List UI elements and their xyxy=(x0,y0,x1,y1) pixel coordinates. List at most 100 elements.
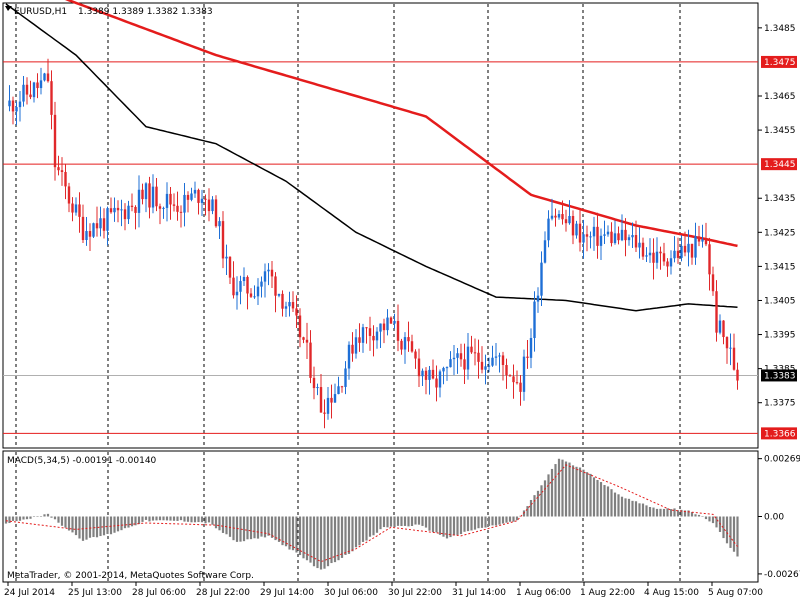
candle-body xyxy=(505,365,508,376)
symbol-label: EURUSD,H1 xyxy=(14,7,67,17)
macd-bar xyxy=(680,509,683,517)
candle-body xyxy=(25,84,29,95)
macd-bar xyxy=(165,516,169,521)
candle-body xyxy=(571,216,575,236)
macd-bar xyxy=(239,516,242,542)
candle-body xyxy=(484,366,487,370)
candle-body xyxy=(550,215,554,219)
macd-bar xyxy=(669,509,673,517)
macd-bar xyxy=(298,516,302,556)
macd-bar xyxy=(218,516,221,531)
macd-bar xyxy=(575,466,578,517)
y-tick-label: 1.3415 xyxy=(764,262,796,272)
candle-body xyxy=(407,337,410,342)
macd-bar xyxy=(288,516,291,550)
candle-body xyxy=(312,377,316,389)
macd-bar xyxy=(410,516,414,527)
candle-body xyxy=(435,378,438,388)
candle-body xyxy=(172,204,176,206)
macd-bar xyxy=(123,516,127,529)
candle-body xyxy=(151,186,155,208)
macd-bar xyxy=(687,510,690,517)
candle-body xyxy=(711,274,715,292)
macd-y-tick-label: 0.00269 xyxy=(764,455,800,465)
macd-bar xyxy=(701,516,704,517)
candle-body xyxy=(123,209,127,220)
candle-body xyxy=(92,223,95,237)
candle-body xyxy=(323,412,326,414)
candle-body xyxy=(211,199,214,212)
candle-body xyxy=(204,198,207,200)
candle-body xyxy=(176,205,179,212)
macd-bar xyxy=(613,492,617,517)
macd-bar xyxy=(312,516,316,567)
candle-body xyxy=(190,193,193,200)
macd-bar xyxy=(32,516,36,517)
macd-histogram xyxy=(4,458,739,570)
candle-body xyxy=(144,183,148,200)
macd-bar xyxy=(368,516,372,537)
y-tick-label: 1.3435 xyxy=(764,194,796,204)
macd-bar xyxy=(193,516,197,523)
candle-body xyxy=(414,351,417,359)
macd-bar xyxy=(498,516,501,525)
candle-body xyxy=(736,369,739,381)
candle-body xyxy=(295,308,298,316)
macd-bar xyxy=(417,516,421,525)
macd-bar xyxy=(578,467,582,517)
macd-bar xyxy=(60,516,64,526)
macd-bar xyxy=(662,508,666,517)
macd-y-tick-label: 0.00 xyxy=(764,513,784,523)
candle-body xyxy=(36,82,39,89)
candle-body xyxy=(508,375,512,377)
candle-body xyxy=(365,327,368,329)
macd-bar xyxy=(176,516,179,521)
macd-y-tick-label: -0.00267 xyxy=(764,570,800,580)
macd-bar xyxy=(71,516,74,533)
price-panel xyxy=(2,2,759,449)
candle-body xyxy=(64,171,67,187)
macd-bar xyxy=(249,516,253,540)
candle-body xyxy=(624,229,627,241)
candle-body xyxy=(218,221,221,227)
chart-menu-icon[interactable] xyxy=(5,6,12,11)
candle-body xyxy=(393,320,396,324)
y-tick-label: 1.3425 xyxy=(764,228,796,238)
macd-bar xyxy=(235,516,239,542)
macd-bar xyxy=(505,516,508,523)
macd-bar xyxy=(148,516,151,522)
candle-body xyxy=(519,382,522,392)
candle-body xyxy=(368,328,372,336)
macd-bar xyxy=(246,516,249,540)
candle-body xyxy=(697,236,701,242)
macd-bar xyxy=(536,490,540,517)
candle-body xyxy=(221,221,225,259)
x-tick-label: 28 Jul 06:00 xyxy=(132,588,186,598)
macd-bar xyxy=(323,516,326,569)
candle-body xyxy=(386,317,389,331)
candle-body xyxy=(442,367,445,372)
candle-body xyxy=(536,295,540,302)
candle-body xyxy=(638,242,641,248)
macd-bar xyxy=(470,516,473,531)
candle-body xyxy=(162,207,165,209)
macd-bar xyxy=(113,516,116,533)
level-tag-label: 1.3445 xyxy=(764,160,796,170)
macd-bar xyxy=(162,516,165,521)
candle-body xyxy=(326,397,330,414)
candle-body xyxy=(666,261,669,267)
macd-bar xyxy=(330,516,333,564)
candle-body xyxy=(564,219,568,224)
candle-body xyxy=(169,193,172,205)
candle-body xyxy=(316,387,319,389)
y-tick-label: 1.3375 xyxy=(764,399,796,409)
macd-bar xyxy=(379,516,382,530)
macd-bar xyxy=(309,516,312,563)
macd-bar xyxy=(361,516,365,542)
macd-bar xyxy=(267,516,270,536)
candle-body xyxy=(522,356,526,392)
candle-body xyxy=(305,339,309,343)
macd-bar xyxy=(228,516,232,537)
candle-body xyxy=(109,208,113,213)
macd-bar xyxy=(183,516,186,522)
